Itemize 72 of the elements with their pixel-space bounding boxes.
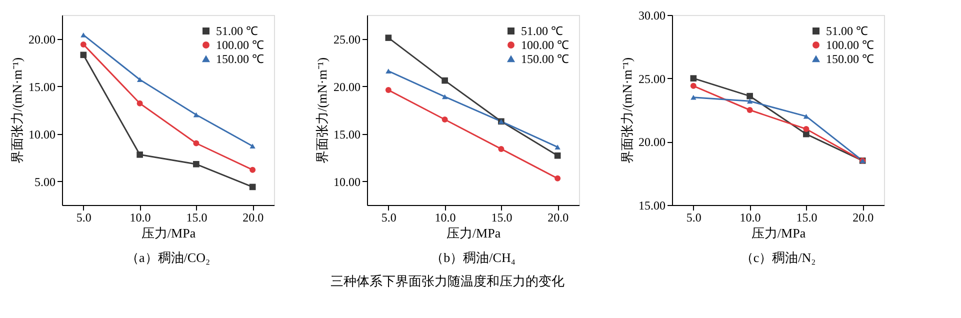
legend-label: 100.00 ℃ bbox=[521, 38, 569, 52]
point bbox=[442, 116, 448, 122]
point bbox=[554, 152, 561, 159]
x-axis-title: 压力/MPa bbox=[141, 226, 196, 240]
x-tick-label: 10.0 bbox=[130, 210, 151, 224]
y-tick-label: 5.00 bbox=[34, 174, 56, 189]
y-tick-label: 25.00 bbox=[334, 32, 360, 46]
point bbox=[80, 52, 87, 58]
point bbox=[250, 144, 256, 149]
y-tick-label: 20.00 bbox=[28, 32, 56, 46]
y-axis-title: 界面张力/(mN·m⁻¹) bbox=[10, 57, 24, 164]
text: （a）稠油/CO₂ bbox=[126, 250, 210, 265]
legend-label: 100.00 ℃ bbox=[216, 38, 264, 52]
point bbox=[385, 34, 392, 41]
y-axis-title: 界面张力/(mN·m⁻¹) bbox=[314, 57, 330, 164]
point bbox=[690, 94, 696, 100]
point bbox=[249, 184, 256, 190]
x-tick-label: 10.0 bbox=[434, 210, 456, 224]
legend-label: 51.00 ℃ bbox=[521, 24, 563, 38]
point bbox=[136, 77, 143, 82]
text: 三种体系下界面张力随温度和压力的变化 bbox=[330, 274, 564, 288]
legend-label: 150.00 ℃ bbox=[216, 52, 264, 66]
y-tick-label: 10.00 bbox=[334, 174, 360, 189]
point bbox=[250, 166, 256, 173]
point bbox=[193, 112, 200, 118]
point bbox=[136, 100, 143, 106]
x-tick-label: 15.0 bbox=[491, 210, 512, 224]
y-axis-title: 界面张力/(mN·m⁻¹) bbox=[620, 57, 634, 164]
x-tick-label: 10.0 bbox=[740, 210, 761, 224]
legend-label: 51.00 ℃ bbox=[826, 24, 868, 38]
x-axis-title: 压力/MPa bbox=[751, 226, 806, 240]
x-axis-title: 压力/MPa bbox=[446, 226, 501, 240]
y-tick-label: 30.00 bbox=[638, 8, 666, 22]
x-tick-label: 20.0 bbox=[242, 210, 264, 224]
x-tick-label: 15.0 bbox=[186, 210, 208, 224]
y-tick-label: 15.00 bbox=[334, 127, 360, 142]
text: （b）稠油/CH₄ bbox=[430, 250, 516, 265]
point bbox=[746, 92, 753, 100]
y-tick-label: 20.00 bbox=[638, 135, 666, 150]
x-tick-label: 5.0 bbox=[686, 210, 702, 224]
point bbox=[136, 151, 143, 158]
point bbox=[554, 175, 561, 182]
point bbox=[746, 98, 753, 104]
x-tick-label: 5.0 bbox=[76, 210, 92, 224]
y-tick-label: 20.00 bbox=[334, 80, 360, 94]
legend-label: 150.00 ℃ bbox=[826, 52, 874, 66]
x-tick-label: 15.0 bbox=[796, 210, 818, 224]
point bbox=[746, 107, 753, 113]
legend-label: 51.00 ℃ bbox=[216, 24, 258, 38]
point bbox=[193, 160, 200, 168]
text: （c）稠油/N₂ bbox=[740, 250, 816, 265]
point bbox=[498, 146, 504, 152]
point bbox=[690, 75, 697, 82]
y-tick-label: 10.00 bbox=[28, 127, 56, 142]
legend-label: 150.00 ℃ bbox=[521, 52, 569, 66]
x-tick-label: 5.0 bbox=[381, 210, 396, 224]
point bbox=[803, 130, 810, 138]
point bbox=[386, 68, 392, 74]
point bbox=[442, 94, 448, 100]
legend-label: 100.00 ℃ bbox=[826, 38, 874, 52]
point bbox=[442, 77, 448, 84]
point bbox=[385, 87, 392, 94]
x-tick-label: 20.0 bbox=[548, 210, 569, 224]
point bbox=[690, 82, 696, 89]
y-tick-label: 15.00 bbox=[28, 80, 56, 94]
point bbox=[80, 41, 86, 48]
point bbox=[193, 140, 200, 146]
y-tick-label: 25.00 bbox=[638, 72, 666, 86]
x-tick-label: 20.0 bbox=[852, 210, 874, 224]
point bbox=[803, 126, 810, 132]
y-tick-label: 15.00 bbox=[638, 198, 666, 212]
point bbox=[554, 144, 560, 150]
